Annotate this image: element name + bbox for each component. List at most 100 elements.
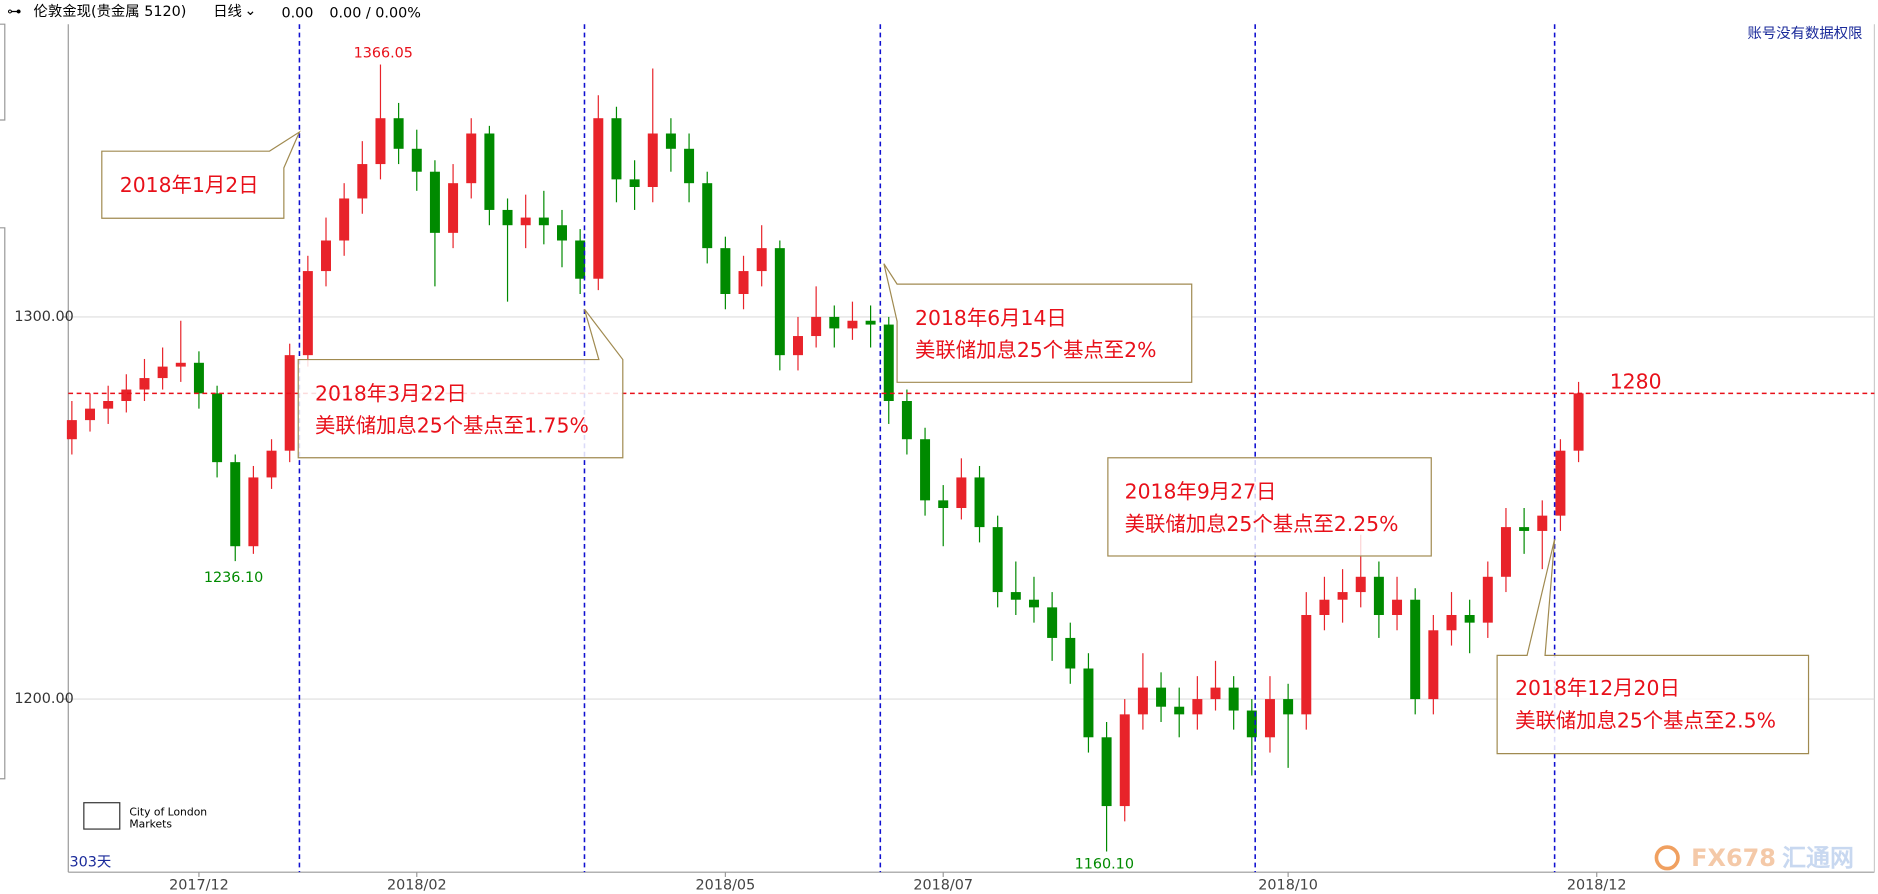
annotation-text: 2018年12月20日 [1515, 676, 1680, 700]
x-tick-label: 2018/10 [1258, 877, 1318, 893]
annotation-text: 2018年3月22日 [315, 381, 467, 405]
candle-body [901, 401, 912, 440]
candle-body [1500, 527, 1511, 577]
candle-body [811, 316, 822, 337]
candle-body [1283, 699, 1294, 715]
period-arrow[interactable]: ⌄ [244, 3, 256, 19]
candle-body [266, 450, 277, 478]
callout-box [1107, 457, 1432, 557]
callout-box [101, 130, 301, 219]
x-tick-label: 2018/07 [913, 877, 973, 893]
candle-body [284, 355, 295, 451]
candle-body [684, 148, 695, 184]
annotation: 2018年12月20日 美联储加息25个基点至2.5% [1496, 539, 1810, 755]
candle-body [1119, 714, 1130, 807]
candle-body [1392, 599, 1403, 616]
candle-body [339, 198, 350, 241]
candle-body [520, 217, 531, 226]
annotation: 2018年3月22日 美联储加息25个基点至1.75% [297, 308, 624, 459]
watermark: FX678 [1691, 844, 1776, 872]
candle-body [121, 389, 132, 402]
candle-body [593, 118, 604, 279]
candle-body [1464, 615, 1475, 623]
x-tick-label: 2018/12 [1567, 877, 1627, 893]
candle-body [193, 362, 204, 394]
candle-body [756, 248, 767, 272]
candle-body [157, 366, 168, 379]
annotation: 2018年6月14日 美联储加息25个基点至2% [883, 263, 1193, 383]
candle-body [1246, 710, 1257, 738]
plot-area: 1200.00 1300.00 2017/12 2018/02 2018/05 2018/… [14, 64, 1875, 893]
candle-body [66, 420, 77, 440]
candle-body [1537, 515, 1548, 531]
candle-body [212, 393, 223, 463]
y-tick-label: 1300.00 [14, 309, 73, 325]
candle-body [629, 179, 640, 188]
candle-body [1065, 637, 1076, 669]
candle-body [1083, 668, 1094, 738]
candle-body [920, 439, 931, 501]
candle-body [1519, 527, 1530, 531]
candle-body [575, 240, 586, 279]
watermark: 汇通网 [1782, 844, 1854, 872]
y-tick-label: 1200.00 [14, 691, 73, 707]
annotation-text: 2018年6月14日 [915, 306, 1067, 330]
x-tick-label: 2017/12 [169, 877, 229, 893]
link-icon: ⊶ [7, 4, 21, 20]
candle-body [1264, 699, 1275, 738]
candle-body [829, 316, 840, 329]
candle-body [1319, 599, 1330, 616]
candle-body [1101, 737, 1112, 807]
candle-body [175, 362, 186, 367]
extreme-label: 1236.10 [204, 570, 263, 586]
candle-body [792, 336, 803, 356]
candle-body [883, 324, 894, 402]
annotation-text: 美联储加息25个基点至1.75% [315, 414, 589, 438]
candle-body [411, 148, 422, 172]
candle-body [1337, 592, 1348, 600]
candle-body [321, 240, 331, 272]
candle-body [865, 320, 876, 325]
days-count: 303天 [69, 855, 111, 871]
candle-body [393, 118, 404, 149]
candle-body [1555, 450, 1566, 516]
candle-body [484, 133, 495, 210]
candle-body [1573, 393, 1584, 451]
candle-body [738, 271, 749, 295]
candle-body [448, 183, 459, 233]
candle-body [1355, 576, 1366, 593]
candle-body [139, 378, 150, 390]
notice: 账号没有数据权限 [1748, 25, 1863, 42]
candle-body [248, 477, 259, 547]
period[interactable]: 日线 [213, 3, 242, 20]
extreme-label: 1160.10 [1075, 857, 1134, 873]
candle-body [1210, 687, 1221, 700]
candle-body [85, 408, 96, 421]
candle-body [1410, 599, 1421, 700]
annotation: 2018年1月2日 [101, 130, 301, 219]
candle-body [1482, 576, 1493, 623]
candle-body [702, 183, 713, 249]
candle-body [974, 477, 985, 528]
candle-body [720, 248, 731, 295]
annotation-text: 美联储加息25个基点至2.25% [1125, 512, 1399, 536]
candle-body [230, 462, 241, 547]
candle-body [1010, 592, 1021, 600]
candle-body [992, 527, 1003, 593]
watermark-icon [1654, 845, 1680, 871]
symbol[interactable]: 伦敦金现(贵金属 5120) [34, 3, 187, 20]
candle-body [647, 133, 658, 188]
callout-box [883, 263, 1193, 383]
callout-box [297, 308, 624, 459]
candle-body [429, 171, 440, 233]
candle-body [557, 225, 567, 241]
candle-body [375, 118, 386, 165]
candle-body [774, 248, 785, 356]
logo-crest [83, 802, 121, 830]
price: 0.00 [281, 5, 313, 21]
annotation-text: 美联储加息25个基点至2% [915, 338, 1156, 362]
candle-body [466, 133, 477, 184]
annotation-text: 2018年1月2日 [120, 173, 259, 197]
